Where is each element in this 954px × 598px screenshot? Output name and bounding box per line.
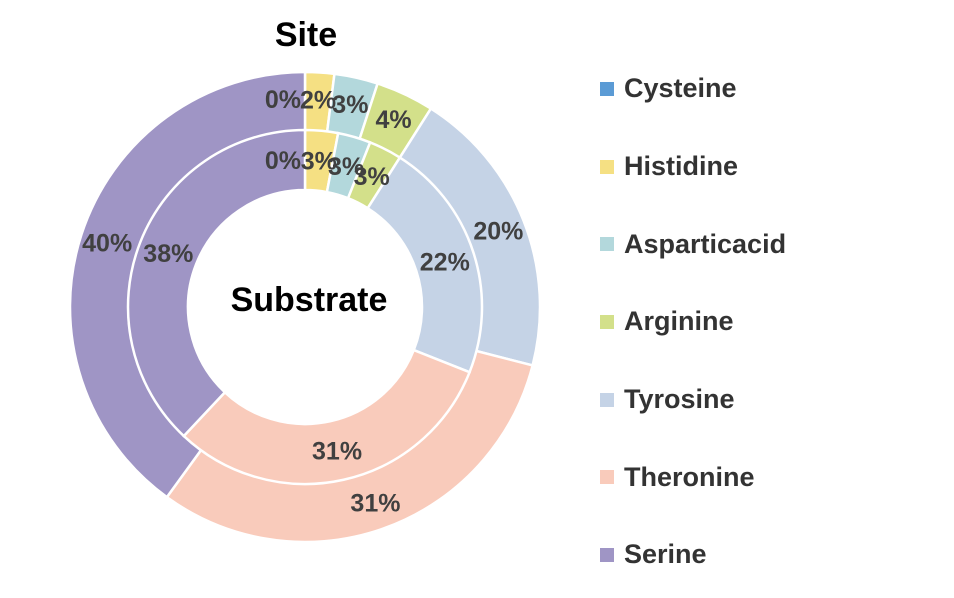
legend-item: Tyrosine: [600, 361, 940, 439]
legend-label: Histidine: [624, 151, 739, 182]
data-label-site-cysteine: 0%: [265, 86, 301, 114]
legend-label: Cysteine: [624, 73, 737, 104]
legend-swatch: [600, 470, 614, 485]
legend-swatch: [600, 392, 614, 407]
data-label-substrate-arginine: 3%: [354, 163, 390, 191]
data-labels: 0%2%3%4%20%31%40%0% 3%3%3%22%31%38%: [82, 86, 523, 518]
legend-item: Arginine: [600, 283, 940, 361]
inner-ring-substrate: [126, 128, 484, 486]
data-label-substrate-tyrosine: 22%: [420, 249, 470, 277]
legend-item: Asparticacid: [600, 205, 940, 283]
slice-substrate-serine: [126, 128, 307, 438]
data-label-site-theronine: 31%: [350, 490, 400, 518]
legend-label: Arginine: [624, 306, 734, 337]
data-label-substrate-asparticacid: 3%: [328, 153, 364, 181]
data-label-substrate-histidine: 3%: [301, 148, 337, 176]
data-label-substrate-cysteine: 0%: [265, 147, 301, 175]
legend-item: Cysteine: [600, 50, 940, 128]
legend-swatch: [600, 237, 614, 252]
legend-item: Theronine: [600, 438, 940, 516]
legend-swatch: [600, 159, 614, 174]
data-label-substrate-serine: 38%: [143, 240, 193, 268]
data-label-site-tyrosine: 20%: [473, 217, 523, 245]
legend: Cysteine Histidine Asparticacid Arginine…: [600, 50, 940, 594]
legend-item: Serine: [600, 516, 940, 594]
doughnut-chart: 0%2%3%4%20%31%40%0% 3%3%3%22%31%38% Site …: [68, 16, 542, 544]
legend-label: Asparticacid: [624, 228, 787, 259]
data-label-site-arginine: 4%: [375, 106, 411, 134]
data-label-site-histidine: 2%: [300, 86, 336, 114]
legend-item: Histidine: [600, 128, 940, 206]
legend-swatch: [600, 547, 614, 562]
data-label-site-serine: 40%: [82, 230, 132, 258]
inner-ring-title: Substrate: [231, 281, 388, 319]
legend-swatch: [600, 81, 614, 96]
slice-substrate-tyrosine: [365, 155, 484, 374]
legend-label: Serine: [624, 539, 707, 570]
legend-label: Tyrosine: [624, 384, 735, 415]
outer-ring-title: Site: [275, 16, 337, 54]
legend-label: Theronine: [624, 461, 755, 492]
data-label-substrate-theronine: 31%: [312, 437, 362, 465]
slice-substrate-theronine: [182, 348, 472, 486]
data-label-site-asparticacid: 3%: [332, 91, 368, 119]
legend-swatch: [600, 314, 614, 329]
